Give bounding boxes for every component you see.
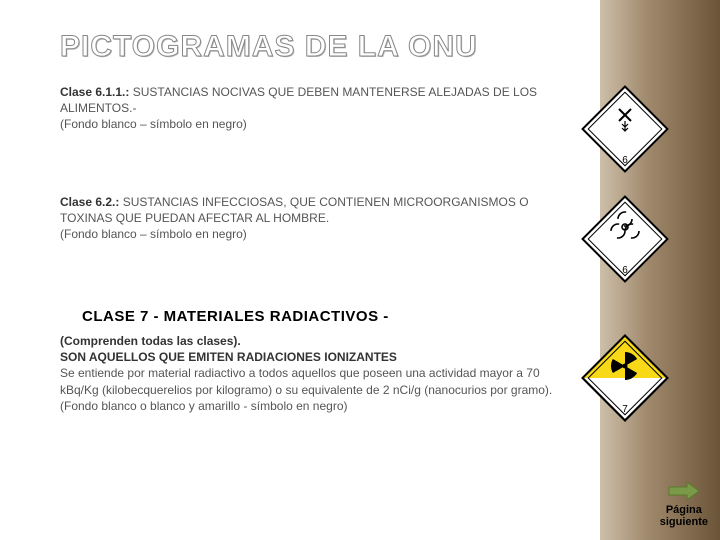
slide-content: PICTOGRAMAS DE LA ONU Clase 6.1.1.: SUST…: [0, 0, 720, 433]
next-label-2: siguiente: [660, 516, 708, 528]
desc-7: Se entiende por material radiactivo a to…: [60, 366, 552, 396]
pict-number-7: 7: [622, 404, 628, 415]
paren-62: (Fondo blanco – símbolo en negro): [60, 227, 247, 241]
label-611: Clase 6.1.1.:: [60, 85, 129, 99]
row-class-62: Clase 6.2.: SUSTANCIAS INFECCIOSAS, QUE …: [60, 194, 680, 294]
label-62: Clase 6.2.:: [60, 195, 119, 209]
next-label-1: Página: [666, 504, 702, 516]
hazmat-diamond-icon: 6: [580, 194, 670, 294]
paren-7: (Fondo blanco o blanco y amarillo - símb…: [60, 399, 347, 413]
hazmat-diamond-icon: 7: [580, 333, 670, 433]
text-class-62: Clase 6.2.: SUSTANCIAS INFECCIOSAS, QUE …: [60, 194, 580, 243]
arrow-right-icon: [667, 480, 701, 502]
label-7: (Comprenden todas las clases).: [60, 334, 241, 348]
row-class-7: (Comprenden todas las clases). SON AQUEL…: [60, 333, 680, 433]
pict-number-611: 6: [622, 155, 628, 166]
row-class-611: Clase 6.1.1.: SUSTANCIAS NOCIVAS QUE DEB…: [60, 84, 680, 184]
caption-7: SON AQUELLOS QUE EMITEN RADIACIONES IONI…: [60, 350, 397, 364]
page-title: PICTOGRAMAS DE LA ONU: [60, 30, 680, 64]
caption-611: SUSTANCIAS NOCIVAS QUE DEBEN MANTENERSE …: [60, 85, 537, 115]
section-7-heading: CLASE 7 - MATERIALES RADIACTIVOS -: [82, 308, 680, 325]
pictogram-62: 6: [580, 194, 680, 294]
next-page-button[interactable]: Página siguiente: [660, 480, 708, 528]
caption-62: SUSTANCIAS INFECCIOSAS, QUE CONTIENEN MI…: [60, 195, 529, 225]
paren-611: (Fondo blanco – símbolo en negro): [60, 117, 247, 131]
hazmat-diamond-icon: 6: [580, 84, 670, 184]
pict-number-62: 6: [622, 265, 628, 276]
pictogram-7: 7: [580, 333, 680, 433]
text-class-7: (Comprenden todas las clases). SON AQUEL…: [60, 333, 580, 414]
text-class-611: Clase 6.1.1.: SUSTANCIAS NOCIVAS QUE DEB…: [60, 84, 580, 133]
pictogram-611: 6: [580, 84, 680, 184]
